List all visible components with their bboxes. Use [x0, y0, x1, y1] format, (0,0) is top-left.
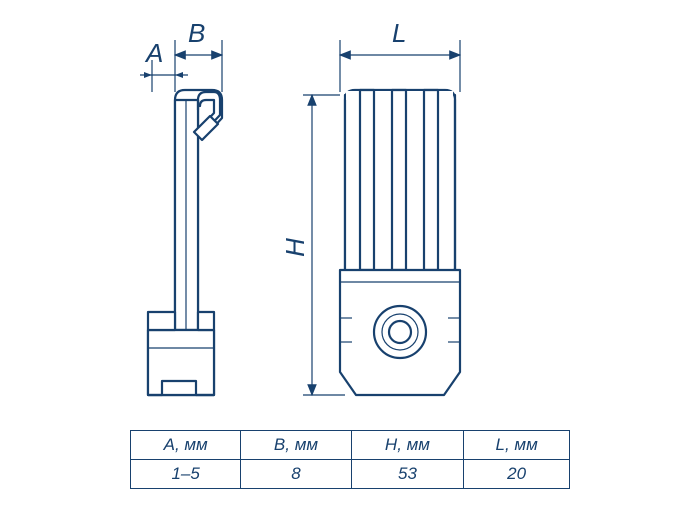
cell: 1–5	[131, 460, 241, 489]
table-header-row: A, мм B, мм H, мм L, мм	[131, 431, 570, 460]
cell: 8	[241, 460, 351, 489]
col-header: L, мм	[464, 431, 570, 460]
col-header: H, мм	[351, 431, 464, 460]
right-view	[340, 90, 460, 395]
table-row: 1–5 8 53 20	[131, 460, 570, 489]
dim-label-h: H	[280, 238, 311, 257]
dim-label-l: L	[392, 18, 406, 49]
cell: 53	[351, 460, 464, 489]
col-header: B, мм	[241, 431, 351, 460]
dim-label-a: A	[146, 38, 163, 69]
dimensions-table: A, мм B, мм H, мм L, мм 1–5 8 53 20	[130, 430, 570, 489]
col-header: A, мм	[131, 431, 241, 460]
left-view	[148, 90, 222, 395]
cell: 20	[464, 460, 570, 489]
dim-label-b: B	[188, 18, 205, 49]
